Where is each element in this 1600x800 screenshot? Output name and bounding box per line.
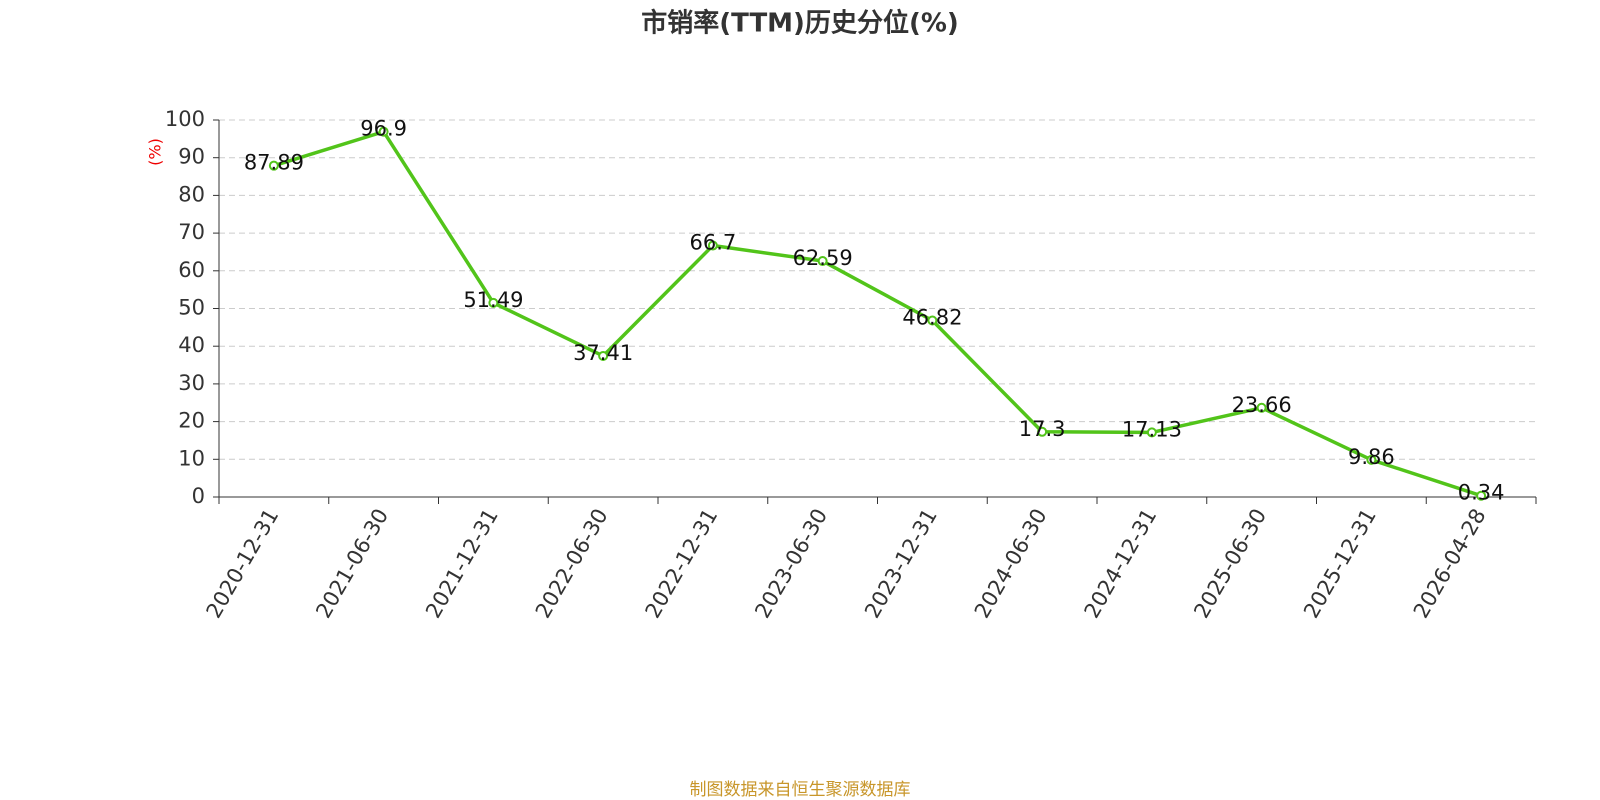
data-label: 0.34: [1458, 481, 1505, 505]
point: [707, 240, 718, 251]
point: [378, 126, 389, 137]
y-tick-label: 60: [178, 258, 205, 282]
point: [927, 315, 938, 326]
x-tick-label: 2023-12-31: [860, 505, 942, 623]
data-label: 23.66: [1232, 393, 1292, 417]
y-tick-label: 30: [178, 371, 205, 395]
data-label: 17.3: [1019, 417, 1066, 441]
y-tick-label: 100: [165, 107, 205, 131]
point: [1256, 402, 1267, 413]
x-tick-label: 2022-12-31: [641, 505, 723, 623]
data-label: 51.49: [463, 288, 523, 312]
y-tick-label: 10: [178, 446, 205, 470]
data-label: 46.82: [902, 305, 962, 329]
chart-title: 市销率(TTM)历史分位(%): [641, 8, 959, 39]
data-label: 87.89: [244, 151, 304, 175]
y-tick-label: 20: [178, 409, 205, 433]
x-tick-label: 2021-12-31: [421, 505, 503, 623]
x-tick-label: 2026-04-28: [1409, 505, 1491, 623]
x-tick-label: 2020-12-31: [202, 505, 284, 623]
y-tick-label: 90: [178, 145, 205, 169]
y-tick-label: 40: [178, 333, 205, 357]
y-tick-label: 0: [192, 484, 205, 508]
line: [273, 129, 1482, 498]
point: [268, 160, 279, 171]
y-tick-label: 80: [178, 182, 205, 206]
point: [598, 350, 609, 361]
data-label: 17.13: [1122, 417, 1182, 441]
x-tick-label: 2024-06-30: [970, 505, 1052, 623]
x-tick-label: 2024-12-31: [1080, 505, 1162, 623]
data-label: 62.59: [793, 246, 853, 270]
source-note: 制图数据来自恒生聚源数据库: [690, 780, 911, 800]
x-tick-label: 2023-06-30: [750, 505, 832, 623]
point: [817, 256, 828, 267]
data-label: 96.9: [360, 117, 407, 141]
x-tick-label: 2022-06-30: [531, 505, 613, 623]
x-tick-label: 2025-06-30: [1189, 505, 1271, 623]
data-label: 66.7: [689, 231, 736, 255]
point: [1146, 427, 1157, 438]
point: [1037, 426, 1048, 437]
point: [1476, 490, 1487, 501]
point: [488, 297, 499, 308]
data-label: 9.86: [1348, 445, 1395, 469]
y-tick-label: 70: [178, 220, 205, 244]
data-label: 37.41: [573, 341, 633, 365]
y-tick-label: 50: [178, 296, 205, 320]
y-axis-label: (%): [146, 138, 165, 166]
point: [1366, 454, 1377, 465]
x-tick-label: 2025-12-31: [1299, 505, 1381, 623]
x-tick-label: 2021-06-30: [311, 505, 393, 623]
